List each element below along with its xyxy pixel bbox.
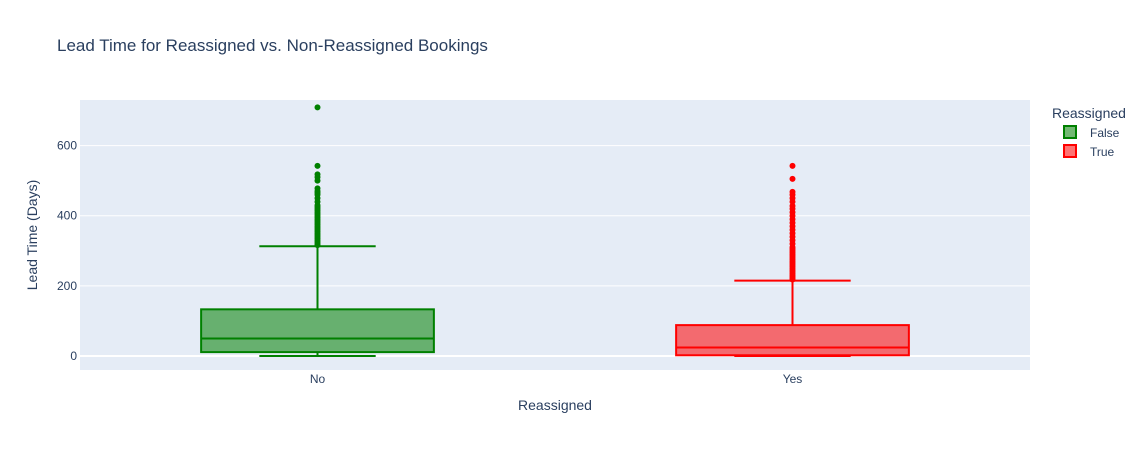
box-trace-false — [200, 104, 435, 357]
x-axis-title: Reassigned — [518, 397, 592, 413]
legend-item-true[interactable]: True — [1063, 144, 1115, 159]
y-tick-label: 400 — [57, 209, 77, 223]
y-tick-label: 600 — [57, 139, 77, 153]
x-tick-label: No — [310, 372, 326, 386]
outlier-point — [314, 104, 321, 111]
outlier-point — [314, 171, 321, 178]
y-tick-label: 200 — [57, 279, 77, 293]
x-tick-label: Yes — [783, 372, 803, 386]
outlier-point — [789, 188, 796, 195]
iqr-box — [675, 324, 910, 357]
legend-label: False — [1090, 126, 1120, 140]
outlier-point — [789, 202, 796, 209]
iqr-box — [200, 308, 435, 354]
outlier-point — [789, 162, 796, 169]
y-tick-labels: 0 200 400 600 — [57, 139, 77, 363]
legend-label: True — [1090, 145, 1115, 159]
outlier-point — [789, 175, 796, 182]
y-axis-title: Lead Time (Days) — [24, 180, 40, 290]
legend-item-false[interactable]: False — [1063, 125, 1120, 140]
y-tick-label: 0 — [70, 349, 77, 363]
box-traces — [200, 104, 910, 357]
outlier-point — [314, 185, 321, 192]
outlier-point — [314, 162, 321, 169]
legend-swatch — [1063, 125, 1077, 139]
legend-title: Reassigned — [1052, 105, 1126, 121]
legend: Reassigned False True — [1052, 105, 1126, 159]
legend-swatch — [1063, 144, 1077, 158]
chart-title: Lead Time for Reassigned vs. Non-Reassig… — [57, 36, 488, 55]
box-trace-true — [675, 162, 910, 357]
x-tick-labels: No Yes — [310, 372, 802, 386]
